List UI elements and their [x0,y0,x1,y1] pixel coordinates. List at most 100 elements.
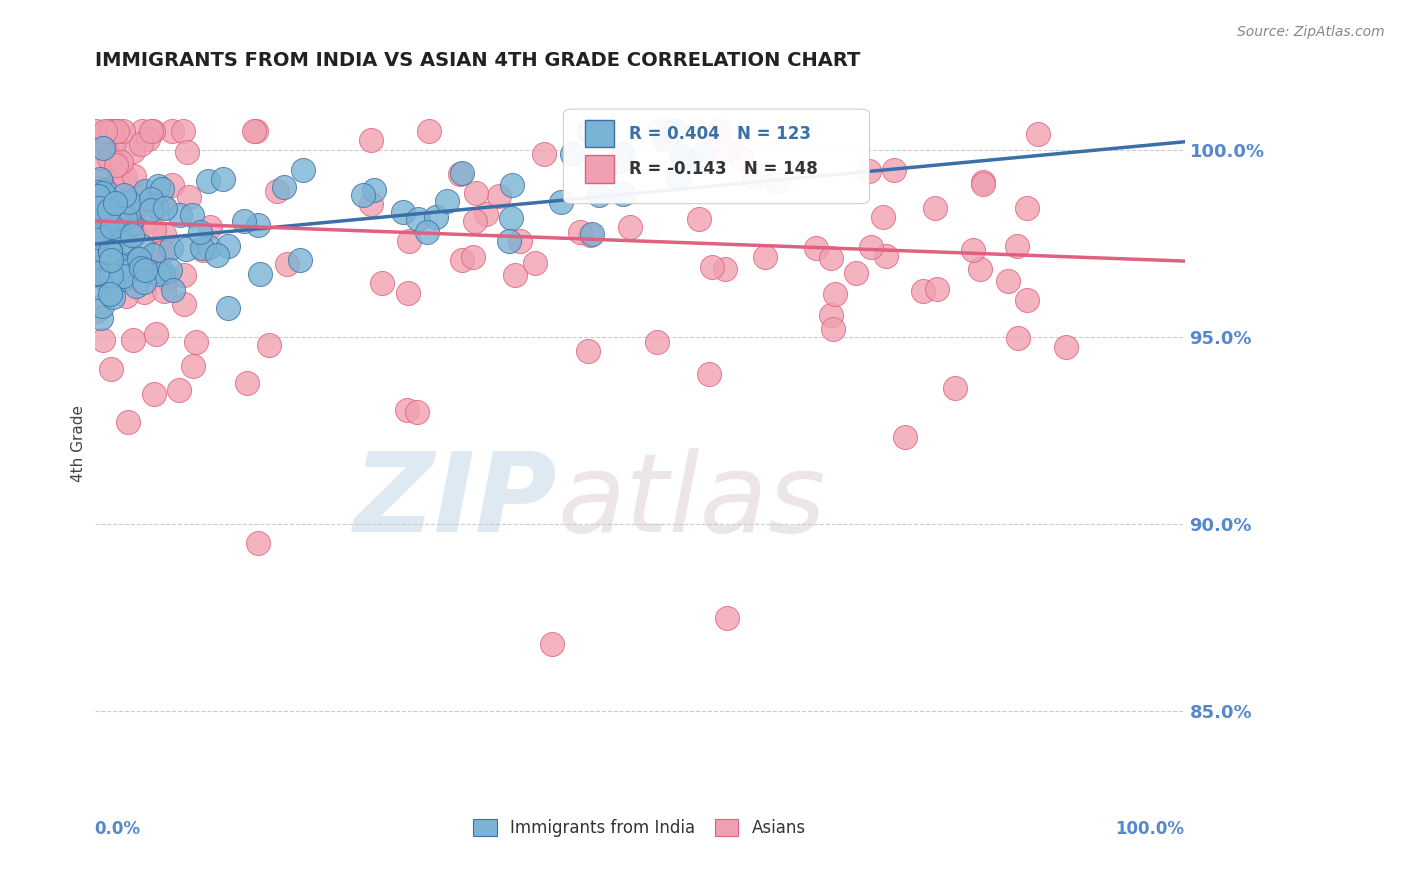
Point [146,244,169,259]
Point [97,151,120,165]
Point [86,303,108,318]
Point [449,167,471,181]
Point [180,208,202,222]
Point [233,214,256,228]
Point [131,261,153,276]
Point [142,247,165,261]
Point [997,274,1019,288]
Point [217,301,239,315]
Point [716,611,738,625]
Point [118,194,141,209]
Point [451,253,474,268]
Point [169,384,191,398]
Y-axis label: 4th Grade: 4th Grade [72,405,86,483]
Point [131,124,153,138]
Point [135,215,157,229]
Point [235,376,257,390]
Point [197,174,219,188]
Point [97,218,120,232]
Point [824,287,846,301]
Point [122,169,145,183]
Point [89,236,111,251]
Point [576,343,599,358]
Point [371,276,394,290]
Point [804,241,827,255]
Legend: Immigrants from India, Asians: Immigrants from India, Asians [467,812,813,844]
Point [93,135,115,149]
Point [100,268,122,283]
Point [150,182,173,196]
Point [498,235,520,249]
Point [501,178,523,192]
Point [578,124,600,138]
Point [1054,340,1077,354]
Point [91,141,114,155]
Point [692,147,714,161]
Point [122,228,145,243]
Point [121,208,143,222]
Point [131,239,153,253]
Text: 100.0%: 100.0% [1115,820,1185,838]
Point [93,223,115,237]
Point [142,386,165,401]
Point [188,225,211,239]
Point [969,262,991,277]
Point [706,124,728,138]
Text: R = -0.143   N = 148: R = -0.143 N = 148 [630,160,818,178]
Point [129,136,152,151]
Point [363,183,385,197]
Point [100,219,122,234]
Point [568,226,591,240]
Point [883,163,905,178]
Point [612,147,634,161]
Point [101,245,124,260]
Point [714,262,737,277]
Text: ZIP: ZIP [354,448,558,555]
Point [91,223,114,237]
Point [96,191,118,205]
Point [474,207,496,221]
Point [97,202,120,217]
Point [436,194,458,209]
Point [198,240,221,254]
Point [146,178,169,193]
Point [183,359,205,373]
Point [153,227,176,242]
Point [84,236,107,251]
Point [100,252,122,267]
Point [139,202,162,217]
Point [91,300,114,314]
Point [352,188,374,202]
Point [664,124,686,138]
Point [257,338,280,352]
Point [115,193,138,207]
Point [550,194,572,209]
Point [101,124,124,138]
Point [162,124,184,138]
Point [820,251,842,265]
Point [89,192,111,206]
Point [191,244,214,258]
Point [90,223,112,237]
Text: IMMIGRANTS FROM INDIA VS ASIAN 4TH GRADE CORRELATION CHART: IMMIGRANTS FROM INDIA VS ASIAN 4TH GRADE… [94,51,860,70]
Point [142,124,165,138]
Text: 0.0%: 0.0% [94,820,141,838]
Point [89,172,111,186]
Point [700,260,723,274]
Point [121,228,143,243]
Point [145,199,167,213]
Point [820,308,842,322]
Point [184,334,207,349]
Point [114,169,136,184]
Point [212,172,235,186]
Point [110,202,132,216]
Point [945,382,967,396]
Point [90,207,112,221]
Point [86,124,108,138]
Point [425,210,447,224]
Point [730,152,752,166]
Text: atlas: atlas [558,448,827,555]
Point [972,178,994,192]
Point [86,280,108,294]
Point [111,235,134,249]
